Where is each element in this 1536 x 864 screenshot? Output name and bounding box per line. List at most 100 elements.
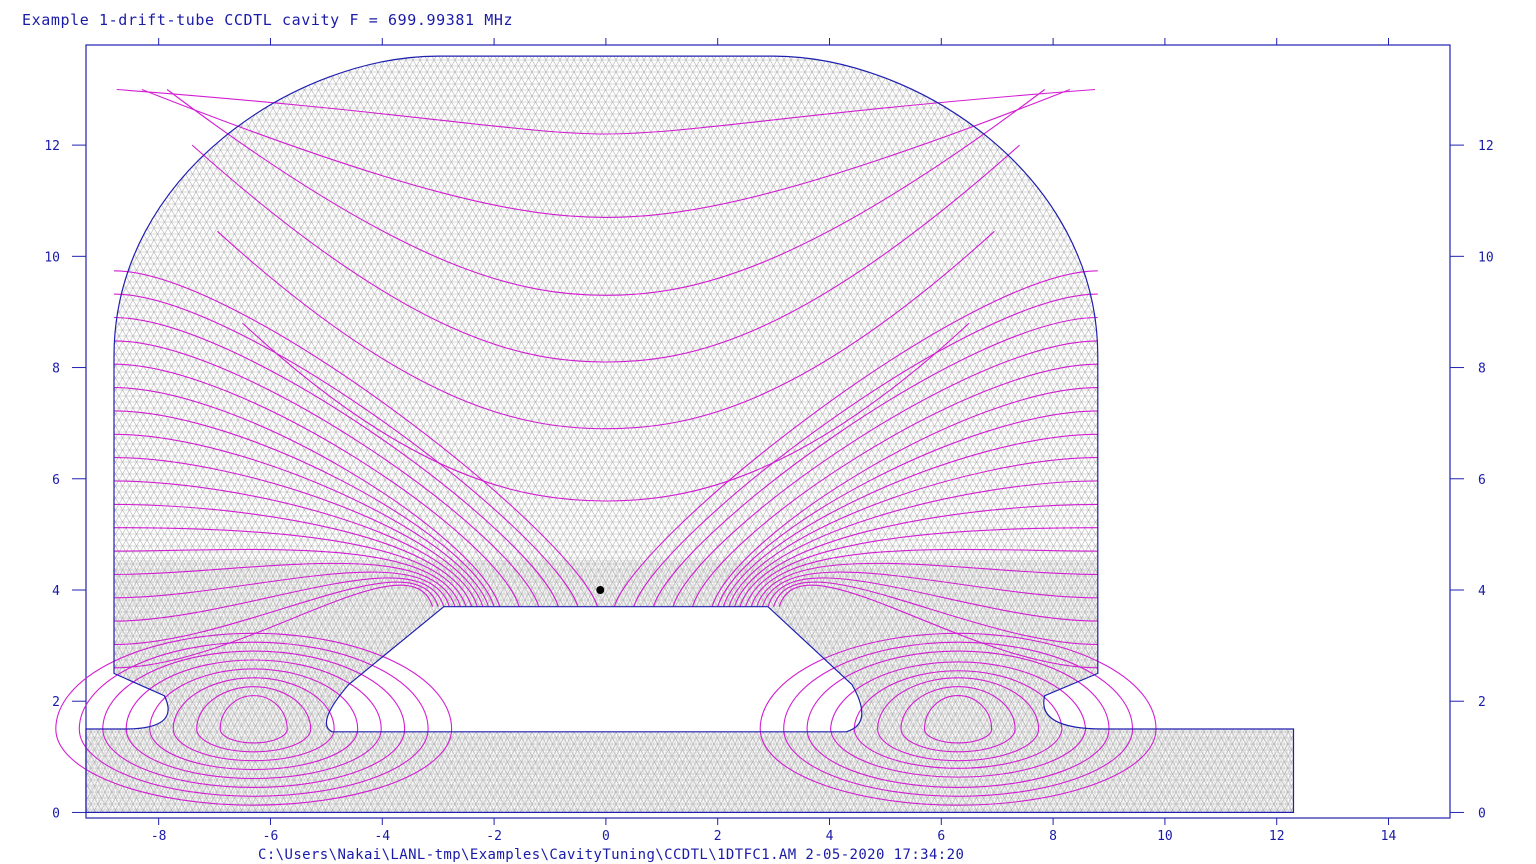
y-tick-label-left: 8 (52, 362, 60, 377)
field-line-lower-left (78, 728, 429, 797)
axis-ticks: -8 -6 -4 -2 0 2 4 6 8 10 12 14 0 0 2 2 4 4 6 6 8 8 10 10 12 12 (44, 38, 1494, 844)
field-line-pipe-right (877, 677, 1040, 730)
field-line-right (717, 410, 1098, 607)
field-lines (55, 88, 1157, 806)
mesh-fill-dense (86, 560, 1294, 813)
field-line-lower-right (900, 728, 1016, 753)
x-tick-label: -8 (151, 829, 167, 844)
field-line-pipe-left (172, 677, 335, 730)
y-tick-label-left: 2 (52, 695, 60, 710)
field-line-left (113, 340, 540, 607)
x-tick-label: 6 (937, 829, 945, 844)
field-line-right (745, 527, 1098, 607)
field-line-lower-left (55, 728, 453, 806)
y-tick-label-left: 4 (52, 584, 60, 599)
plot-frame (85, 44, 1451, 819)
field-line-right (728, 457, 1098, 607)
field-line-right (767, 577, 1098, 622)
field-line-lower-right (923, 728, 993, 744)
field-line-left (113, 581, 439, 646)
field-line-right (633, 293, 1098, 607)
field-line-lower-left (219, 728, 288, 744)
field-line-lower-right (853, 728, 1063, 769)
field-line-left (113, 270, 599, 607)
field-line-pipe-right (783, 641, 1134, 730)
field-line-lower-right (877, 728, 1040, 762)
field-line-pipe-left (196, 686, 312, 730)
cavity-boundary (85, 55, 1295, 813)
x-tick-label: -4 (374, 829, 390, 844)
field-line-right (773, 581, 1098, 646)
field-line-pipe-right (759, 632, 1157, 730)
field-line-pipe-right (806, 650, 1110, 730)
field-line-right (739, 503, 1098, 607)
field-line-right (722, 433, 1098, 607)
field-line-right (750, 548, 1098, 607)
y-tick-label-right: 0 (1478, 806, 1486, 821)
y-tick-label-right: 6 (1478, 473, 1486, 488)
field-line-pipe-left (125, 659, 382, 730)
field-line-right (672, 340, 1098, 607)
field-line-left (113, 410, 495, 607)
field-line-pipe-left (55, 632, 453, 730)
field-line-left (113, 584, 434, 669)
y-tick-label-right: 2 (1478, 695, 1486, 710)
x-tick-label: 10 (1157, 829, 1173, 844)
field-line-pipe-right (923, 695, 993, 730)
field-line-right (711, 387, 1098, 607)
field-line-upper (242, 322, 970, 502)
x-tick-label: -2 (486, 829, 502, 844)
field-line-lower-right (806, 728, 1110, 788)
field-line-left (113, 548, 462, 607)
field-line-lower-right (830, 728, 1087, 778)
y-tick-label-right: 12 (1478, 139, 1494, 154)
field-line-left (113, 571, 450, 607)
field-line-upper (166, 89, 1046, 296)
x-tick-label: 14 (1381, 829, 1397, 844)
field-line-left (113, 577, 445, 622)
plot-title: Example 1-drift-tube CCDTL cavity F = 69… (22, 11, 513, 29)
field-line-left (113, 387, 501, 607)
field-line-right (761, 571, 1098, 607)
field-line-right (652, 316, 1098, 607)
field-line-upper (116, 88, 1096, 135)
field-line-right (778, 584, 1098, 669)
x-tick-label: 4 (826, 829, 834, 844)
field-line-pipe-right (900, 686, 1016, 730)
field-line-pipe-left (102, 650, 406, 730)
x-tick-label: 12 (1269, 829, 1285, 844)
file-path-footer: C:\Users\Nakai\LANL-tmp\Examples\CavityT… (258, 847, 964, 863)
x-tick-label: 2 (714, 829, 722, 844)
y-tick-label-left: 6 (52, 473, 60, 488)
field-point-marker (596, 586, 605, 594)
field-line-lower-left (125, 728, 382, 780)
x-tick-label: 0 (602, 829, 610, 844)
field-line-left (113, 363, 520, 607)
field-line-left (113, 433, 490, 607)
y-tick-label-right: 8 (1478, 362, 1486, 377)
field-line-lower-left (102, 728, 406, 788)
field-line-lower-right (783, 728, 1134, 797)
field-line-left (113, 503, 473, 607)
y-tick-label-left: 0 (52, 806, 60, 821)
field-line-left (113, 527, 467, 607)
field-line-left (113, 457, 484, 607)
y-tick-label-right: 10 (1478, 250, 1494, 265)
field-line-pipe-left (149, 668, 359, 730)
field-line-lower-left (196, 728, 312, 753)
field-line-right (733, 480, 1098, 607)
field-line-left (113, 316, 559, 607)
field-line-left (113, 480, 478, 607)
field-line-pipe-right (853, 670, 1063, 730)
field-line-pipe-left (219, 695, 288, 730)
field-line-lower-right (759, 728, 1157, 806)
y-tick-label-left: 10 (44, 250, 60, 265)
field-line-right (756, 562, 1098, 607)
y-tick-label-right: 4 (1478, 584, 1486, 599)
field-line-upper (191, 144, 1020, 363)
field-line-right (613, 270, 1098, 607)
field-line-pipe-right (830, 661, 1087, 730)
field-line-pipe-left (78, 641, 429, 730)
field-line-lower-left (149, 728, 359, 771)
